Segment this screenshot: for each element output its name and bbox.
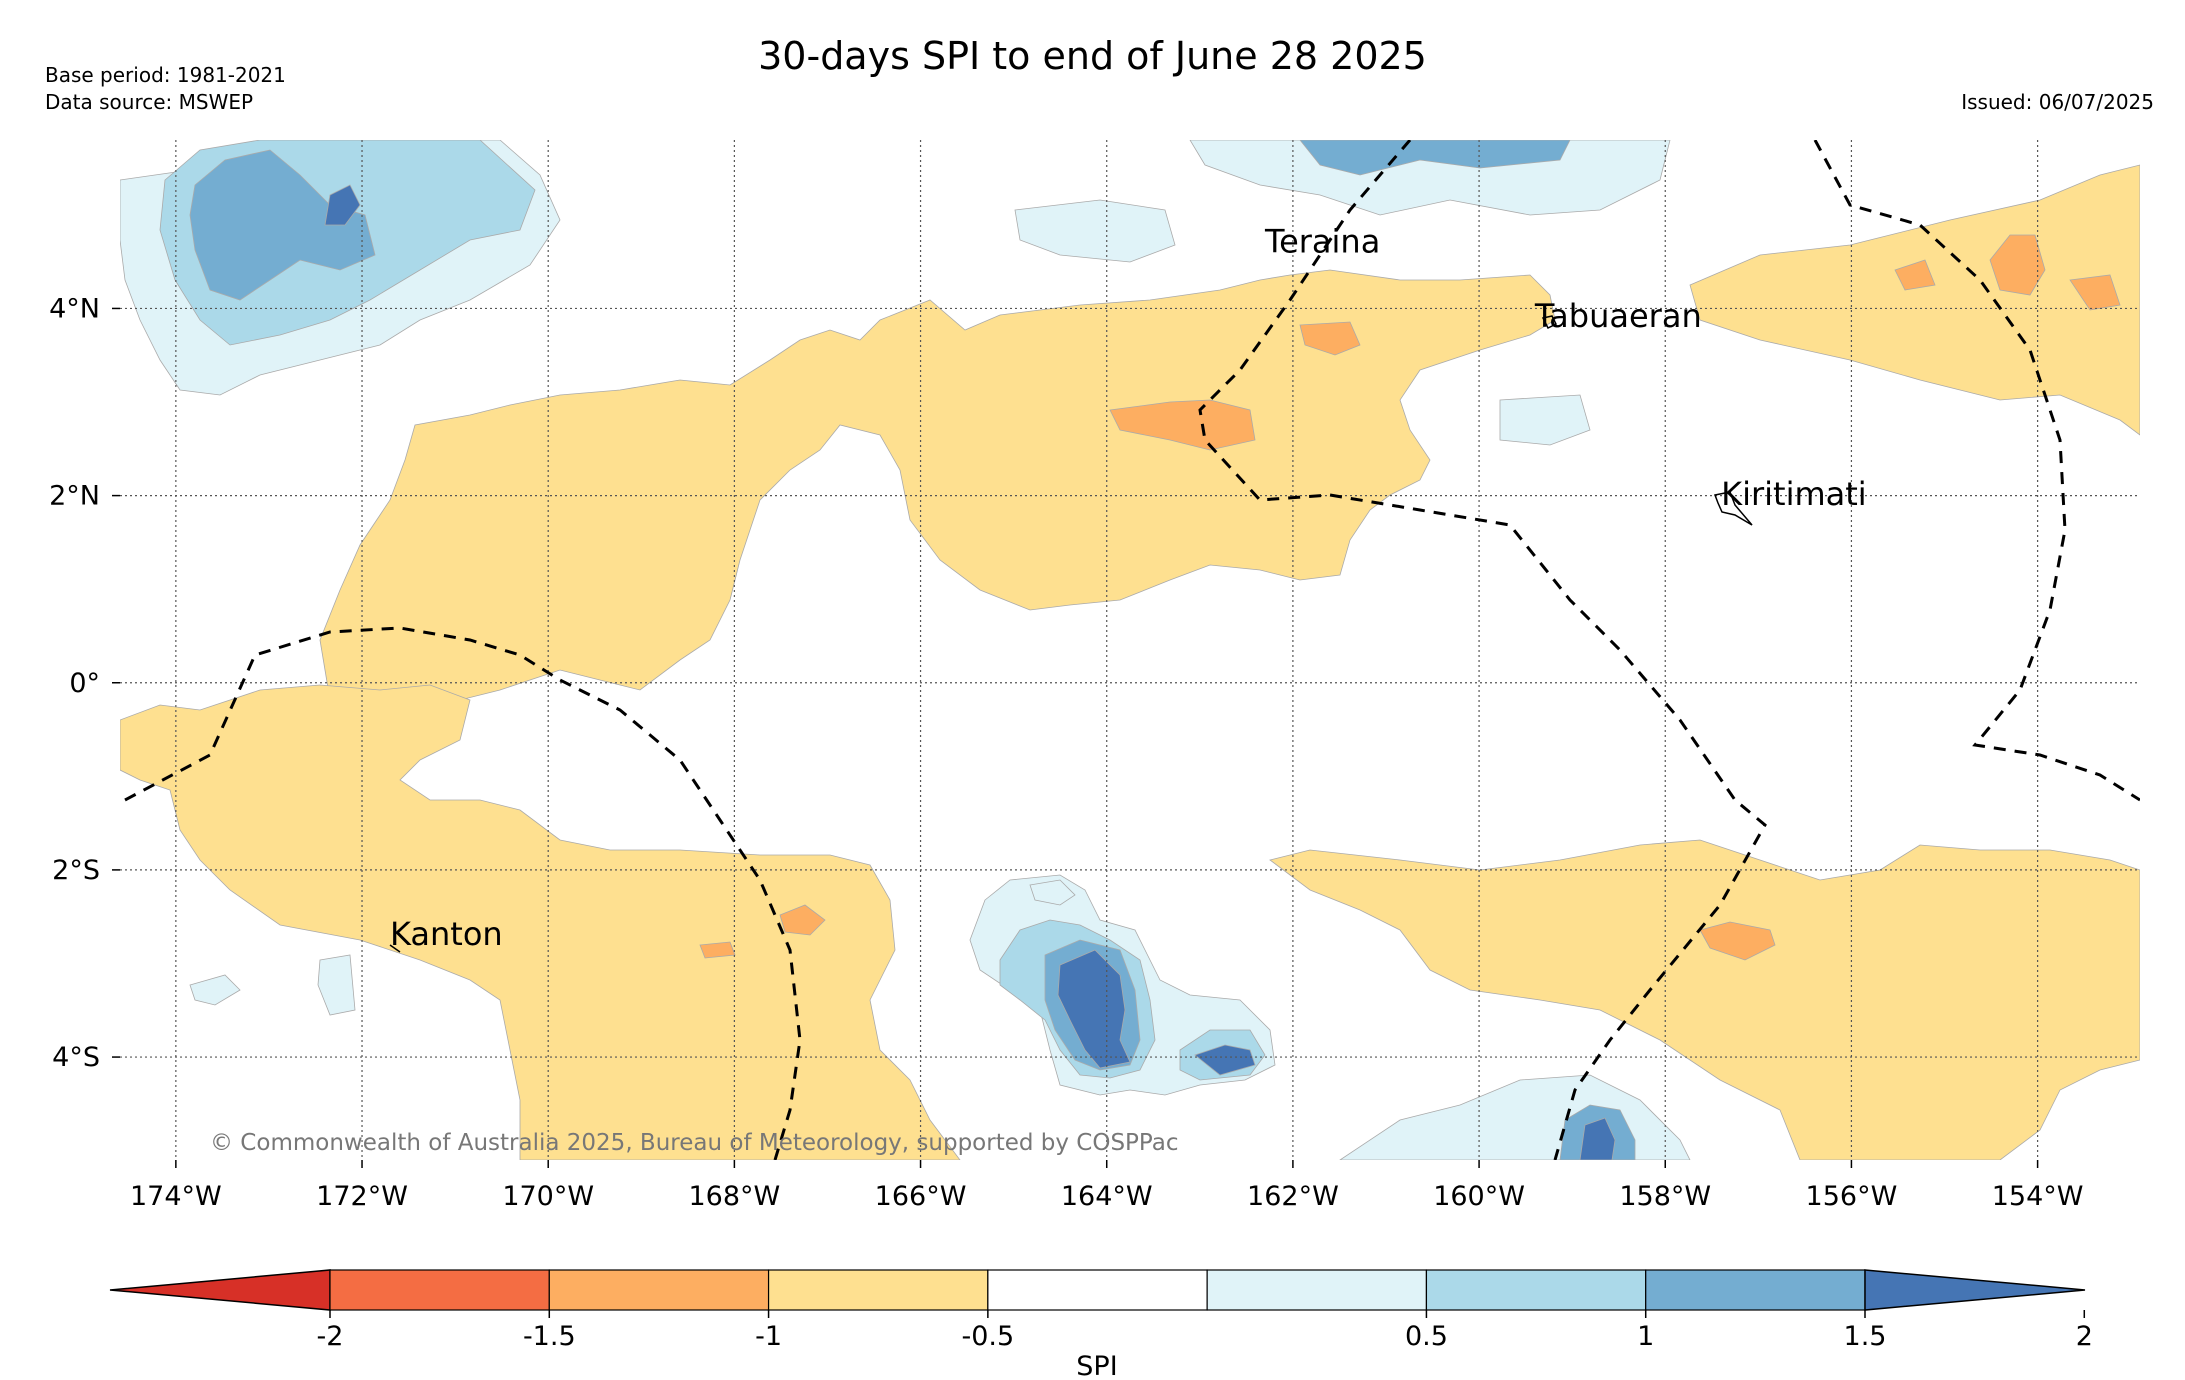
dry-moderate-area-sw-2 [699, 941, 736, 959]
page-title: 30-days SPI to end of June 28 2025 [758, 34, 1427, 78]
colorbar-box [987, 1269, 1208, 1311]
colorbar-tick-label: 1.5 [1844, 1321, 1887, 1352]
boundary-line-islands [1198, 140, 1767, 1160]
longitude-tick-labels: 174°W 172°W 170°W 168°W 166°W 164°W 162°W 160°W… [130, 1181, 2083, 1212]
place-label-kiritimati: Kiritimati [1721, 475, 1867, 513]
lon-tick-label: 166°W [875, 1181, 967, 1212]
colorbar-tick-label: -1.5 [523, 1321, 576, 1352]
lon-tick-label: 156°W [1806, 1181, 1898, 1212]
colorbar-tick-label: -0.5 [962, 1321, 1015, 1352]
dry-moderate-area-sw-1 [779, 904, 826, 936]
wet-mild-area-east [1499, 394, 1591, 446]
wet-severe-area-nw [324, 184, 361, 226]
latitude-tick-labels: 4°N 2°N 0° 2°S 4°S [49, 293, 100, 1073]
colorbar-tick-label: 0.5 [1405, 1321, 1448, 1352]
spi-contours [120, 140, 2140, 1160]
colorbar-box [1645, 1269, 1866, 1311]
lat-tick-label: 4°N [49, 293, 100, 324]
kiritimati-island-icon [1713, 491, 1753, 526]
colorbar-extend-low [109, 1269, 331, 1311]
wet-mild-area-s-small [1029, 879, 1076, 906]
metadata-left: Base period: 1981-2021 Data source: MSWE… [45, 62, 286, 116]
lat-tick-label: 2°S [52, 855, 100, 886]
wet-severe-area-s-2 [1194, 1044, 1256, 1076]
dry-moderate-area-ne-2 [1894, 259, 1936, 291]
colorbar-tick-label: -2 [317, 1321, 344, 1352]
lon-tick-label: 170°W [502, 1181, 594, 1212]
colorbar-box [1206, 1269, 1428, 1311]
boundary-kiribati-phoenix [124, 626, 802, 1160]
lat-tick-label: 4°S [52, 1042, 100, 1073]
colorbar-title: SPI [1076, 1351, 1117, 1380]
wet-mild-spot-sw [189, 974, 241, 1006]
colorbar-box [329, 1269, 550, 1311]
boundary-east [1813, 140, 2140, 802]
dry-moderate-area-north-1 [1109, 399, 1256, 451]
data-source-text: Data source: MSWEP [45, 90, 254, 114]
island-shapes [389, 315, 1753, 953]
colorbar: -2 -1.5 -1 -0.5 0.5 1 1.5 2 [109, 1269, 2093, 1352]
colorbar-tick-label: 1 [1637, 1321, 1654, 1352]
lon-tick-label: 172°W [316, 1181, 408, 1212]
wet-strong-area-top [1299, 140, 1571, 176]
wet-mild-spot-sw-2 [317, 954, 356, 1016]
wet-mild-area-top-2 [1014, 199, 1176, 263]
dry-mild-area-ne [1689, 164, 2140, 436]
issued-date: Issued: 06/07/2025 [1961, 90, 2154, 114]
dry-mild-area-se [1269, 839, 2140, 1160]
place-label-tabuaeran: Tabuaeran [1534, 297, 1702, 335]
base-period-text: Base period: 1981-2021 [45, 63, 286, 87]
place-label-teraina: Teraina [1264, 222, 1380, 260]
dry-mild-area-north [319, 269, 1556, 711]
lat-tick-label: 0° [69, 668, 100, 699]
colorbar-box [767, 1269, 989, 1311]
dry-mild-area-sw [120, 684, 961, 1160]
lon-tick-label: 164°W [1061, 1181, 1153, 1212]
kanton-island-icon [389, 944, 401, 953]
wet-strong-area-nw [189, 149, 376, 301]
dry-moderate-area-se [1699, 921, 1776, 961]
dry-moderate-area-ne-1 [1989, 234, 2046, 296]
wet-severe-area-se-bottom [1579, 1117, 1616, 1160]
lon-tick-label: 174°W [130, 1181, 222, 1212]
colorbar-extend-high [1864, 1269, 2086, 1311]
colorbar-tick-label: -1 [755, 1321, 782, 1352]
tabuaeran-island-icon [1541, 315, 1558, 330]
eez-boundaries [124, 140, 2140, 1160]
lon-tick-label: 162°W [1247, 1181, 1339, 1212]
map-grid [112, 140, 2140, 1168]
place-label-kanton: Kanton [390, 915, 503, 953]
lon-tick-label: 160°W [1433, 1181, 1525, 1212]
colorbar-box [1425, 1269, 1647, 1311]
wet-severe-area-s [1057, 949, 1131, 1069]
lon-tick-label: 168°W [689, 1181, 781, 1212]
dry-moderate-area-north-2 [1299, 321, 1361, 356]
lon-tick-label: 158°W [1619, 1181, 1711, 1212]
dry-moderate-area-ne-3 [2069, 274, 2121, 311]
lon-tick-label: 154°W [1992, 1181, 2084, 1212]
wet-mild-area-se-bottom [1339, 1074, 1691, 1160]
colorbar-tick-label: 2 [2076, 1321, 2093, 1352]
lat-tick-label: 2°N [49, 481, 100, 512]
place-labels: Teraina Tabuaeran Kiritimati Kanton [390, 222, 1867, 952]
copyright-text: © Commonwealth of Australia 2025, Bureau… [210, 1130, 1179, 1156]
colorbar-box [548, 1269, 770, 1311]
